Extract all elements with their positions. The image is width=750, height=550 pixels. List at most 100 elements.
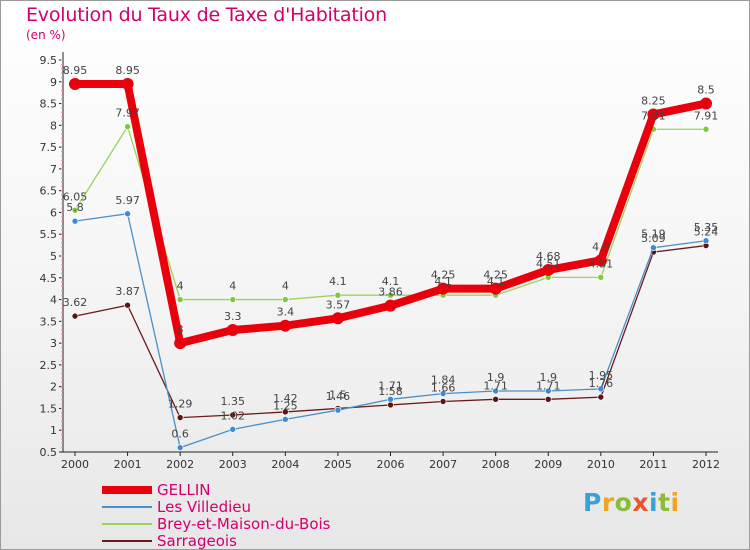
y-tick-label: 6.5 bbox=[40, 185, 58, 198]
brey-et-maison-du-bois-data-label: 4 bbox=[229, 280, 236, 293]
sarrageois-point bbox=[71, 312, 79, 320]
y-tick-label: 1.5 bbox=[40, 402, 58, 415]
les-villedieu-data-label: 1.84 bbox=[431, 374, 456, 387]
gellin-point bbox=[279, 319, 292, 332]
sarrageois-data-label: 1.5 bbox=[329, 388, 347, 401]
les-villedieu-point bbox=[387, 395, 394, 403]
chart-subtitle: (en %) bbox=[26, 28, 66, 42]
brey-et-maison-du-bois-data-label: 4.1 bbox=[382, 275, 400, 288]
brey-et-maison-du-bois-data-label: 7.91 bbox=[694, 109, 719, 122]
brey-et-maison-du-bois-point bbox=[282, 296, 289, 303]
y-tick-label: 4 bbox=[50, 294, 57, 307]
sarrageois-data-label: 1.71 bbox=[536, 379, 561, 392]
gellin-data-label: 3.4 bbox=[277, 306, 295, 319]
gellin-data-label: 4.68 bbox=[536, 250, 561, 263]
les-villedieu-point bbox=[282, 416, 289, 423]
gellin-data-label: 4.9 bbox=[592, 240, 610, 253]
gellin-data-label: 8.95 bbox=[63, 64, 88, 77]
y-tick-label: 7 bbox=[50, 163, 57, 176]
sarrageois-point bbox=[439, 398, 447, 405]
sarrageois-point bbox=[176, 414, 184, 421]
les-villedieu-point bbox=[124, 210, 131, 218]
les-villedieu-point bbox=[597, 385, 605, 393]
x-tick-label: 2002 bbox=[166, 458, 194, 471]
les-villedieu-data-label: 1.46 bbox=[326, 390, 351, 403]
sarrageois-data-label: 1.58 bbox=[378, 385, 403, 398]
x-tick-label: 2003 bbox=[219, 458, 247, 471]
x-tick-label: 2012 bbox=[692, 458, 720, 471]
gellin-point bbox=[121, 77, 134, 90]
sarrageois-point bbox=[124, 301, 131, 309]
les-villedieu-data-label: 5.97 bbox=[115, 194, 140, 207]
les-villedieu-data-label: 1.02 bbox=[221, 409, 246, 422]
gellin-point bbox=[700, 97, 712, 110]
y-tick-label: 2.5 bbox=[40, 359, 58, 372]
les-villedieu-data-label: 1.95 bbox=[589, 369, 614, 382]
y-tick-label: 3 bbox=[50, 337, 57, 350]
sarrageois-point bbox=[229, 411, 237, 419]
sarrageois-data-label: 1.35 bbox=[221, 395, 246, 408]
gellin-point bbox=[331, 312, 344, 325]
brey-et-maison-du-bois-data-label: 4.1 bbox=[487, 275, 505, 288]
brey-et-maison-du-bois-point bbox=[124, 123, 131, 130]
les-villedieu-point bbox=[334, 406, 342, 414]
gellin-data-label: 3 bbox=[177, 323, 184, 336]
sarrageois-point bbox=[282, 408, 289, 416]
gellin-point bbox=[594, 254, 607, 267]
sarrageois-point bbox=[597, 393, 605, 401]
legend-label: Sarrageois bbox=[157, 532, 237, 550]
gellin-point bbox=[647, 108, 660, 121]
brey-et-maison-du-bois-point bbox=[702, 125, 710, 133]
x-tick-label: 2009 bbox=[534, 458, 562, 471]
legend-swatch bbox=[102, 506, 152, 508]
legend-swatch bbox=[102, 523, 152, 525]
brey-et-maison-du-bois-point bbox=[229, 296, 237, 303]
sarrageois-data-label: 1.71 bbox=[483, 379, 508, 392]
brey-et-maison-du-bois-data-label: 4 bbox=[177, 280, 184, 293]
les-villedieu-data-label: 1.9 bbox=[540, 371, 558, 384]
brey-et-maison-du-bois-data-label: 7.97 bbox=[115, 107, 140, 120]
sarrageois-point bbox=[544, 395, 552, 403]
gellin-point bbox=[542, 263, 555, 276]
sarrageois-data-label: 5.09 bbox=[641, 232, 666, 245]
y-tick-label: 6 bbox=[50, 206, 57, 219]
legend-swatch bbox=[102, 486, 152, 494]
brey-et-maison-du-bois-data-label: 4.1 bbox=[434, 275, 452, 288]
y-tick-label: 9.5 bbox=[40, 54, 58, 67]
les-villedieu-data-label: 0.6 bbox=[171, 428, 189, 441]
sarrageois-data-label: 1.76 bbox=[589, 377, 614, 390]
proxiti-logo: Proxiti bbox=[583, 488, 680, 517]
brey-et-maison-du-bois-data-label: 6.05 bbox=[63, 190, 88, 203]
y-tick-label: 8.5 bbox=[40, 98, 58, 111]
x-tick-label: 2008 bbox=[482, 458, 510, 471]
y-tick-label: 3.5 bbox=[40, 315, 58, 328]
logo-letter: t bbox=[658, 488, 671, 517]
gellin-data-label: 8.25 bbox=[641, 94, 666, 107]
sarrageois-data-label: 1.66 bbox=[431, 381, 456, 394]
brey-et-maison-du-bois-point bbox=[387, 291, 394, 299]
y-tick-label: 4.5 bbox=[40, 272, 58, 285]
legend-label: GELLIN bbox=[157, 481, 211, 499]
logo-letter: x bbox=[632, 488, 649, 517]
les-villedieu-point bbox=[650, 244, 657, 252]
chart-title: Evolution du Taux de Taxe d'Habitation bbox=[26, 4, 387, 26]
gellin-point bbox=[489, 282, 502, 295]
legend-label: Les Villedieu bbox=[157, 498, 251, 516]
gellin-point bbox=[174, 337, 187, 350]
gellin-point bbox=[384, 299, 397, 312]
y-tick-label: 7.5 bbox=[40, 141, 58, 154]
logo-letter: r bbox=[601, 488, 615, 517]
y-tick-label: 2 bbox=[50, 381, 57, 394]
legend-swatch bbox=[102, 540, 152, 542]
gellin-data-label: 8.5 bbox=[697, 84, 715, 97]
y-tick-label: 0.5 bbox=[40, 446, 58, 459]
gellin-data-label: 3.3 bbox=[224, 310, 242, 323]
x-tick-label: 2000 bbox=[61, 458, 89, 471]
les-villedieu-point bbox=[229, 426, 237, 433]
legend-label: Brey-et-Maison-du-Bois bbox=[157, 515, 331, 533]
sarrageois-data-label: 1.42 bbox=[273, 392, 298, 405]
brey-et-maison-du-bois-point bbox=[597, 274, 605, 281]
sarrageois-data-label: 1.29 bbox=[168, 398, 193, 411]
